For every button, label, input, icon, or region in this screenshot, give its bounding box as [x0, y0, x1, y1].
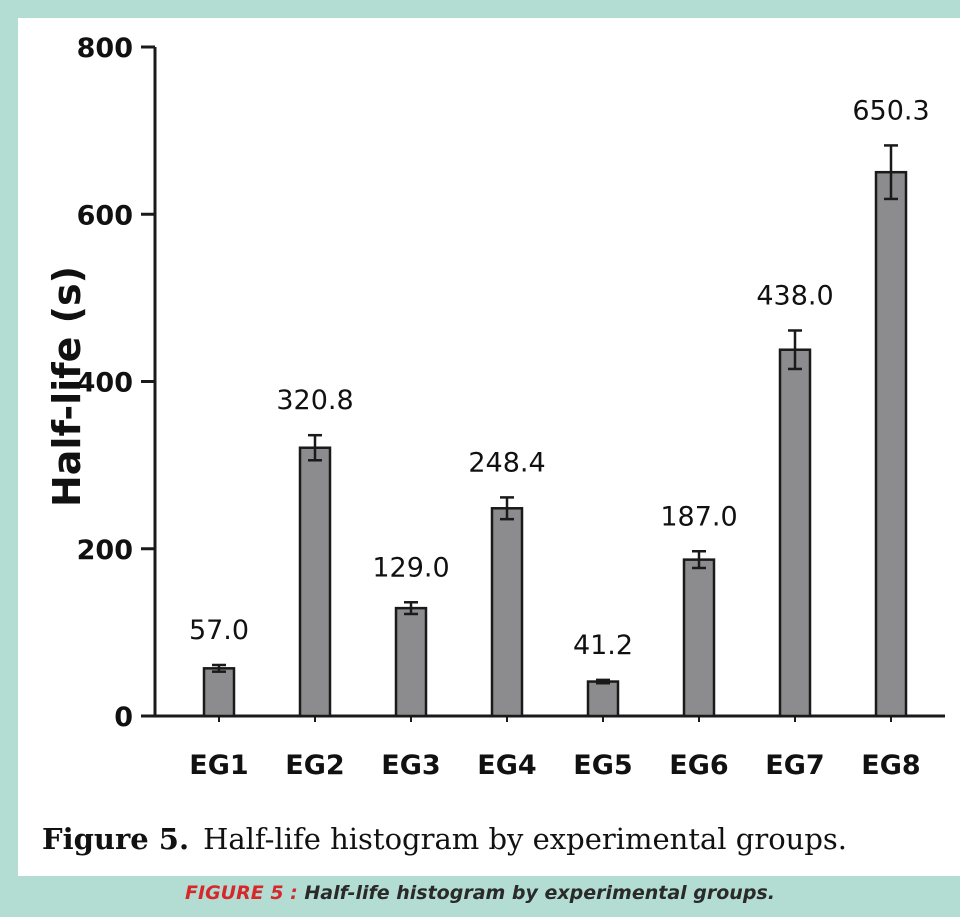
figure-caption-text: Half-life histogram by experimental grou… [203, 822, 848, 856]
x-category-label: EG3 [381, 750, 440, 781]
bar [586, 680, 620, 718]
footer-caption-label: FIGURE 5 : [185, 882, 298, 904]
x-category-label: EG5 [573, 750, 632, 781]
data-label: 248.4 [468, 447, 545, 478]
x-category-label: EG1 [189, 750, 248, 781]
data-label: 438.0 [756, 280, 833, 311]
bar [682, 558, 716, 718]
data-label: 41.2 [573, 630, 633, 661]
data-label: 320.8 [276, 385, 353, 416]
figure-caption: Figure 5. Half-life histogram by experime… [42, 822, 847, 856]
y-tick-label: 0 [114, 702, 133, 733]
data-label: 187.0 [660, 501, 737, 532]
bar [394, 606, 428, 718]
x-category-label: EG4 [477, 750, 536, 781]
bar [778, 348, 812, 718]
data-label: 650.3 [852, 95, 929, 126]
figure-number: Figure 5. [42, 822, 190, 856]
bar [490, 507, 524, 718]
x-category-label: EG2 [285, 750, 344, 781]
y-tick-label: 200 [77, 535, 133, 566]
data-label: 57.0 [189, 615, 249, 646]
x-category-label: EG8 [861, 750, 920, 781]
x-category-label: EG6 [669, 750, 728, 781]
y-tick-label: 400 [77, 368, 133, 399]
data-label: 129.0 [372, 552, 449, 583]
bar [874, 170, 908, 718]
footer-caption-text: Half-life histogram by experimental grou… [304, 882, 775, 904]
bar [298, 446, 332, 718]
y-axis-title: Half-life (s) [45, 266, 89, 507]
x-category-label: EG7 [765, 750, 824, 781]
y-tick-label: 600 [77, 200, 133, 231]
y-tick-label: 800 [77, 33, 133, 64]
bar [202, 667, 236, 718]
footer-caption: FIGURE 5 : Half-life histogram by experi… [0, 882, 960, 904]
